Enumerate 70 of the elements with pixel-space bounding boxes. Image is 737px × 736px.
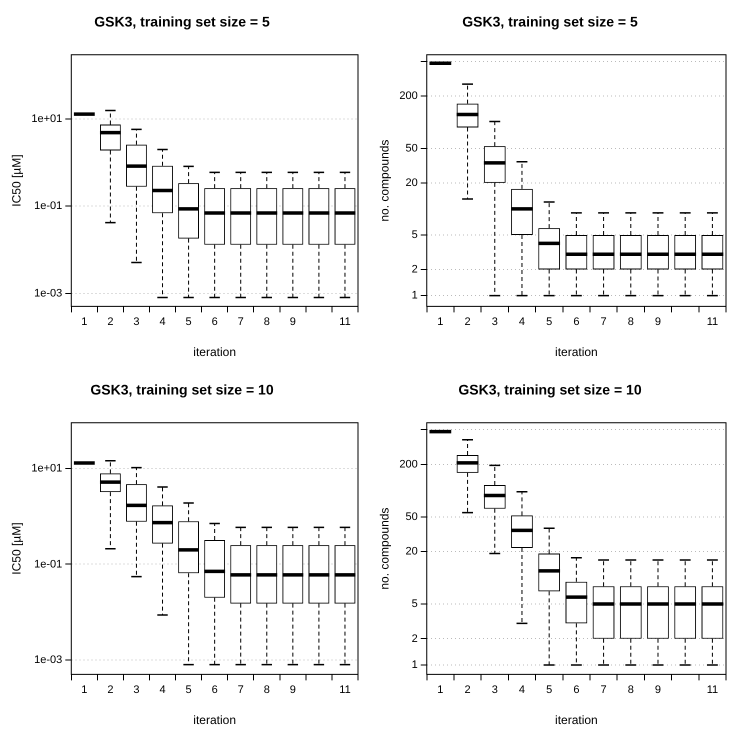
x-tick-label: 11 <box>339 316 351 328</box>
x-tick-label: 8 <box>264 684 270 696</box>
x-tick-label: 7 <box>238 684 244 696</box>
chart-title: GSK3, training set size = 10 <box>458 381 642 398</box>
x-tick-label: 1 <box>437 316 444 328</box>
x-tick-label: 3 <box>492 316 498 328</box>
x-tick-label: 11 <box>339 684 351 696</box>
x-tick-label: 9 <box>290 316 296 328</box>
x-tick-label: 2 <box>464 316 471 328</box>
x-tick-label: 8 <box>628 684 634 696</box>
x-tick-label: 7 <box>600 316 607 328</box>
x-tick-label: 6 <box>573 684 580 696</box>
y-axis-title: no. compounds <box>378 140 392 222</box>
x-tick-label: 11 <box>706 316 718 328</box>
x-tick-label: 1 <box>81 316 88 328</box>
x-tick-label: 5 <box>546 316 552 328</box>
x-tick-label: 9 <box>654 316 662 328</box>
y-tick-label: 1e-01 <box>34 558 62 570</box>
x-tick-label: 7 <box>600 684 607 696</box>
chart-title: GSK3, training set size = 5 <box>94 13 270 30</box>
x-tick-label: 5 <box>186 316 192 328</box>
x-tick-label: 2 <box>107 316 114 328</box>
y-tick-label: 50 <box>406 510 418 523</box>
y-axis-title: no. compounds <box>378 508 392 590</box>
y-tick-label: 1e-03 <box>34 287 62 300</box>
y-tick-label: 5 <box>412 229 418 242</box>
x-tick-label: 5 <box>546 684 552 696</box>
y-tick-label: 1e+01 <box>31 462 62 475</box>
x-tick-label: 11 <box>706 684 718 696</box>
x-tick-label: 7 <box>238 316 244 328</box>
x-tick-label: 4 <box>518 316 526 328</box>
chart-title: GSK3, training set size = 10 <box>90 381 274 398</box>
x-tick-label: 4 <box>159 684 166 696</box>
y-tick-label: 2 <box>412 264 418 276</box>
x-tick-label: 9 <box>290 684 296 696</box>
y-tick-label: 50 <box>406 142 418 154</box>
x-tick-label: 2 <box>464 684 471 696</box>
x-tick-label: 4 <box>518 684 526 696</box>
x-tick-label: 8 <box>628 316 634 328</box>
x-tick-label: 3 <box>492 684 498 696</box>
x-tick-label: 6 <box>573 316 580 328</box>
y-tick-label: 1 <box>412 290 418 302</box>
y-tick-label: 20 <box>406 546 418 558</box>
x-axis-title: iteration <box>555 713 598 728</box>
x-tick-label: 6 <box>212 684 218 696</box>
x-tick-label: 2 <box>107 684 114 696</box>
x-tick-label: 8 <box>264 316 270 328</box>
y-tick-label: 1e-03 <box>34 654 62 666</box>
x-tick-label: 9 <box>654 684 662 696</box>
x-tick-label: 5 <box>186 684 192 696</box>
x-tick-label: 3 <box>133 684 140 696</box>
y-tick-label: 200 <box>399 458 418 470</box>
x-tick-label: 3 <box>133 316 140 328</box>
x-tick-label: 1 <box>81 684 88 696</box>
x-tick-label: 4 <box>159 316 166 328</box>
x-tick-label: 1 <box>437 684 444 696</box>
y-tick-label: 200 <box>399 90 418 102</box>
y-tick-label: 1e-01 <box>34 200 62 212</box>
y-axis-title: IC50 [µM] <box>10 522 24 575</box>
y-tick-label: 2 <box>412 632 418 645</box>
x-axis-title: iteration <box>193 345 236 360</box>
y-axis-title: IC50 [µM] <box>10 154 24 207</box>
x-axis-title: iteration <box>555 345 598 360</box>
y-tick-label: 5 <box>412 598 418 610</box>
x-axis-title: iteration <box>193 713 236 728</box>
y-tick-label: 1e+01 <box>31 113 62 126</box>
chart-title: GSK3, training set size = 5 <box>462 13 638 30</box>
y-tick-label: 1 <box>412 659 418 672</box>
y-tick-label: 20 <box>406 176 418 189</box>
x-tick-label: 6 <box>212 316 218 328</box>
